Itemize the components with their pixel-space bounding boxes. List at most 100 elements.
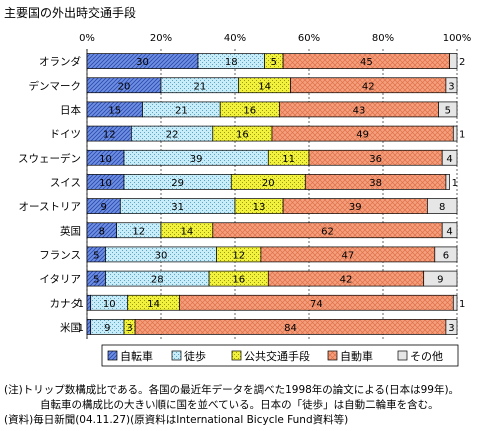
data-label: 12 bbox=[103, 130, 116, 141]
legend-swatch bbox=[107, 350, 118, 361]
data-label: 31 bbox=[171, 202, 184, 213]
category-label: ドイツ bbox=[50, 129, 82, 141]
bar-segment bbox=[86, 319, 92, 335]
data-label: 22 bbox=[166, 130, 179, 141]
data-label: 3 bbox=[448, 81, 454, 92]
bar-segment bbox=[423, 270, 458, 287]
category-label: オランダ bbox=[39, 55, 81, 68]
bar-segment bbox=[434, 246, 458, 263]
legend-label: 公共交通手段 bbox=[244, 349, 310, 363]
data-label: 47 bbox=[341, 250, 354, 261]
category-label: 米国 bbox=[60, 321, 81, 334]
category-label: カナダ bbox=[50, 297, 82, 310]
x-tick-label: 80% bbox=[372, 33, 394, 44]
x-tick-label: 20% bbox=[150, 33, 172, 44]
data-label: 15 bbox=[108, 105, 121, 116]
legend-swatch bbox=[231, 350, 242, 361]
bar-segment bbox=[441, 149, 458, 166]
category-label: スウェーデン bbox=[18, 152, 81, 165]
bar-segment bbox=[445, 319, 458, 335]
category-label: フランス bbox=[39, 249, 81, 261]
data-label: 43 bbox=[353, 105, 366, 116]
data-label: 38 bbox=[369, 178, 382, 189]
data-label: 45 bbox=[360, 57, 373, 68]
bar-segment bbox=[438, 101, 458, 118]
x-tick-label: 0% bbox=[79, 33, 95, 44]
data-label: 36 bbox=[369, 154, 382, 165]
data-label: 28 bbox=[151, 275, 164, 286]
data-label: 2 bbox=[459, 57, 465, 68]
data-label: 3 bbox=[126, 323, 132, 334]
bar-segment bbox=[445, 77, 458, 94]
data-label: 29 bbox=[171, 178, 184, 189]
data-label: 14 bbox=[147, 299, 160, 310]
data-label: 21 bbox=[175, 105, 188, 116]
legend-swatch bbox=[171, 350, 182, 361]
footnotes: (注)トリップ数構成比である。各国の最近年データを調べた1998年の論文による(… bbox=[4, 383, 459, 428]
bar-segment bbox=[452, 294, 458, 311]
data-label: 10 bbox=[103, 299, 116, 310]
data-label: 12 bbox=[232, 250, 245, 261]
bar-segment bbox=[427, 198, 458, 214]
data-label: 5 bbox=[445, 105, 451, 116]
data-label: 3 bbox=[448, 323, 454, 334]
legend-label: 徒歩 bbox=[184, 349, 206, 363]
footnote-source: (資料)毎日新聞(04.11.27)(原資料はInternational Bic… bbox=[4, 414, 349, 426]
bars: 30 18 5 45 220 21 14 42 315 21 16 43 512 22 16 49 110 39 1… bbox=[78, 53, 465, 335]
data-label: 30 bbox=[136, 57, 149, 68]
data-label: 14 bbox=[181, 226, 194, 237]
footnote-2: 自転車の構成比の大きい順に国を並べている。日本の「徒歩」は自動二輪車を含む。 bbox=[40, 399, 439, 411]
x-tick-label: 40% bbox=[224, 33, 246, 44]
chart: 主要国の外出時交通手段 0% 20% 40% 60% 80% 100% 30 18 5 45 22… bbox=[4, 5, 471, 367]
footnote-1: (注)トリップ数構成比である。各国の最近年データを調べた1998年の論文による(… bbox=[4, 384, 460, 396]
data-label: 30 bbox=[155, 250, 168, 261]
category-label: 英国 bbox=[60, 224, 81, 237]
legend-label: 自動車 bbox=[340, 349, 373, 363]
data-label: 5 bbox=[93, 275, 99, 286]
data-label: 1 bbox=[452, 178, 458, 189]
data-label: 16 bbox=[232, 275, 245, 286]
data-label: 5 bbox=[271, 57, 277, 68]
data-label: 8 bbox=[439, 202, 445, 213]
data-label: 10 bbox=[99, 154, 112, 165]
bar-segment bbox=[445, 174, 450, 190]
chart-title: 主要国の外出時交通手段 bbox=[4, 5, 136, 20]
data-label: 84 bbox=[284, 323, 297, 334]
x-axis-ticks: 0% 20% 40% 60% 80% 100% bbox=[79, 33, 471, 44]
bar-segment bbox=[441, 222, 458, 239]
legend-label: その他 bbox=[410, 350, 443, 363]
data-label: 74 bbox=[310, 299, 323, 310]
data-label: 4 bbox=[446, 226, 452, 237]
category-label: 日本 bbox=[60, 103, 81, 116]
data-label: 6 bbox=[443, 250, 449, 261]
data-label: 39 bbox=[349, 202, 362, 213]
bar-segment bbox=[86, 294, 92, 311]
category-label: イタリア bbox=[39, 274, 81, 286]
data-label: 5 bbox=[93, 250, 99, 261]
x-tick-label: 100% bbox=[443, 33, 472, 44]
data-label: 1 bbox=[459, 299, 465, 310]
category-label: スイス bbox=[50, 177, 81, 189]
data-label: 20 bbox=[262, 178, 275, 189]
data-label: 1 bbox=[78, 299, 84, 310]
data-label: 42 bbox=[362, 81, 375, 92]
data-label: 42 bbox=[340, 275, 353, 286]
category-label: デンマーク bbox=[29, 79, 82, 92]
bar-segment bbox=[452, 125, 458, 142]
data-label: 49 bbox=[356, 130, 369, 141]
legend: 自転車 徒歩 公共交通手段 自動車 その他 bbox=[101, 344, 459, 367]
data-label: 16 bbox=[236, 130, 249, 141]
legend-label: 自転車 bbox=[120, 349, 153, 363]
data-label: 21 bbox=[193, 81, 206, 92]
data-label: 18 bbox=[225, 57, 238, 68]
data-label: 13 bbox=[253, 202, 266, 213]
data-label: 11 bbox=[282, 154, 295, 165]
data-label: 39 bbox=[190, 154, 203, 165]
category-labels: オランダデンマーク日本ドイツスウェーデンスイスオーストリア英国フランスイタリアカ… bbox=[18, 55, 81, 334]
data-label: 62 bbox=[321, 226, 334, 237]
data-label: 16 bbox=[243, 105, 256, 116]
gridlines bbox=[86, 49, 458, 339]
data-label: 9 bbox=[104, 323, 110, 334]
data-label: 9 bbox=[100, 202, 106, 213]
data-label: 14 bbox=[258, 81, 271, 92]
